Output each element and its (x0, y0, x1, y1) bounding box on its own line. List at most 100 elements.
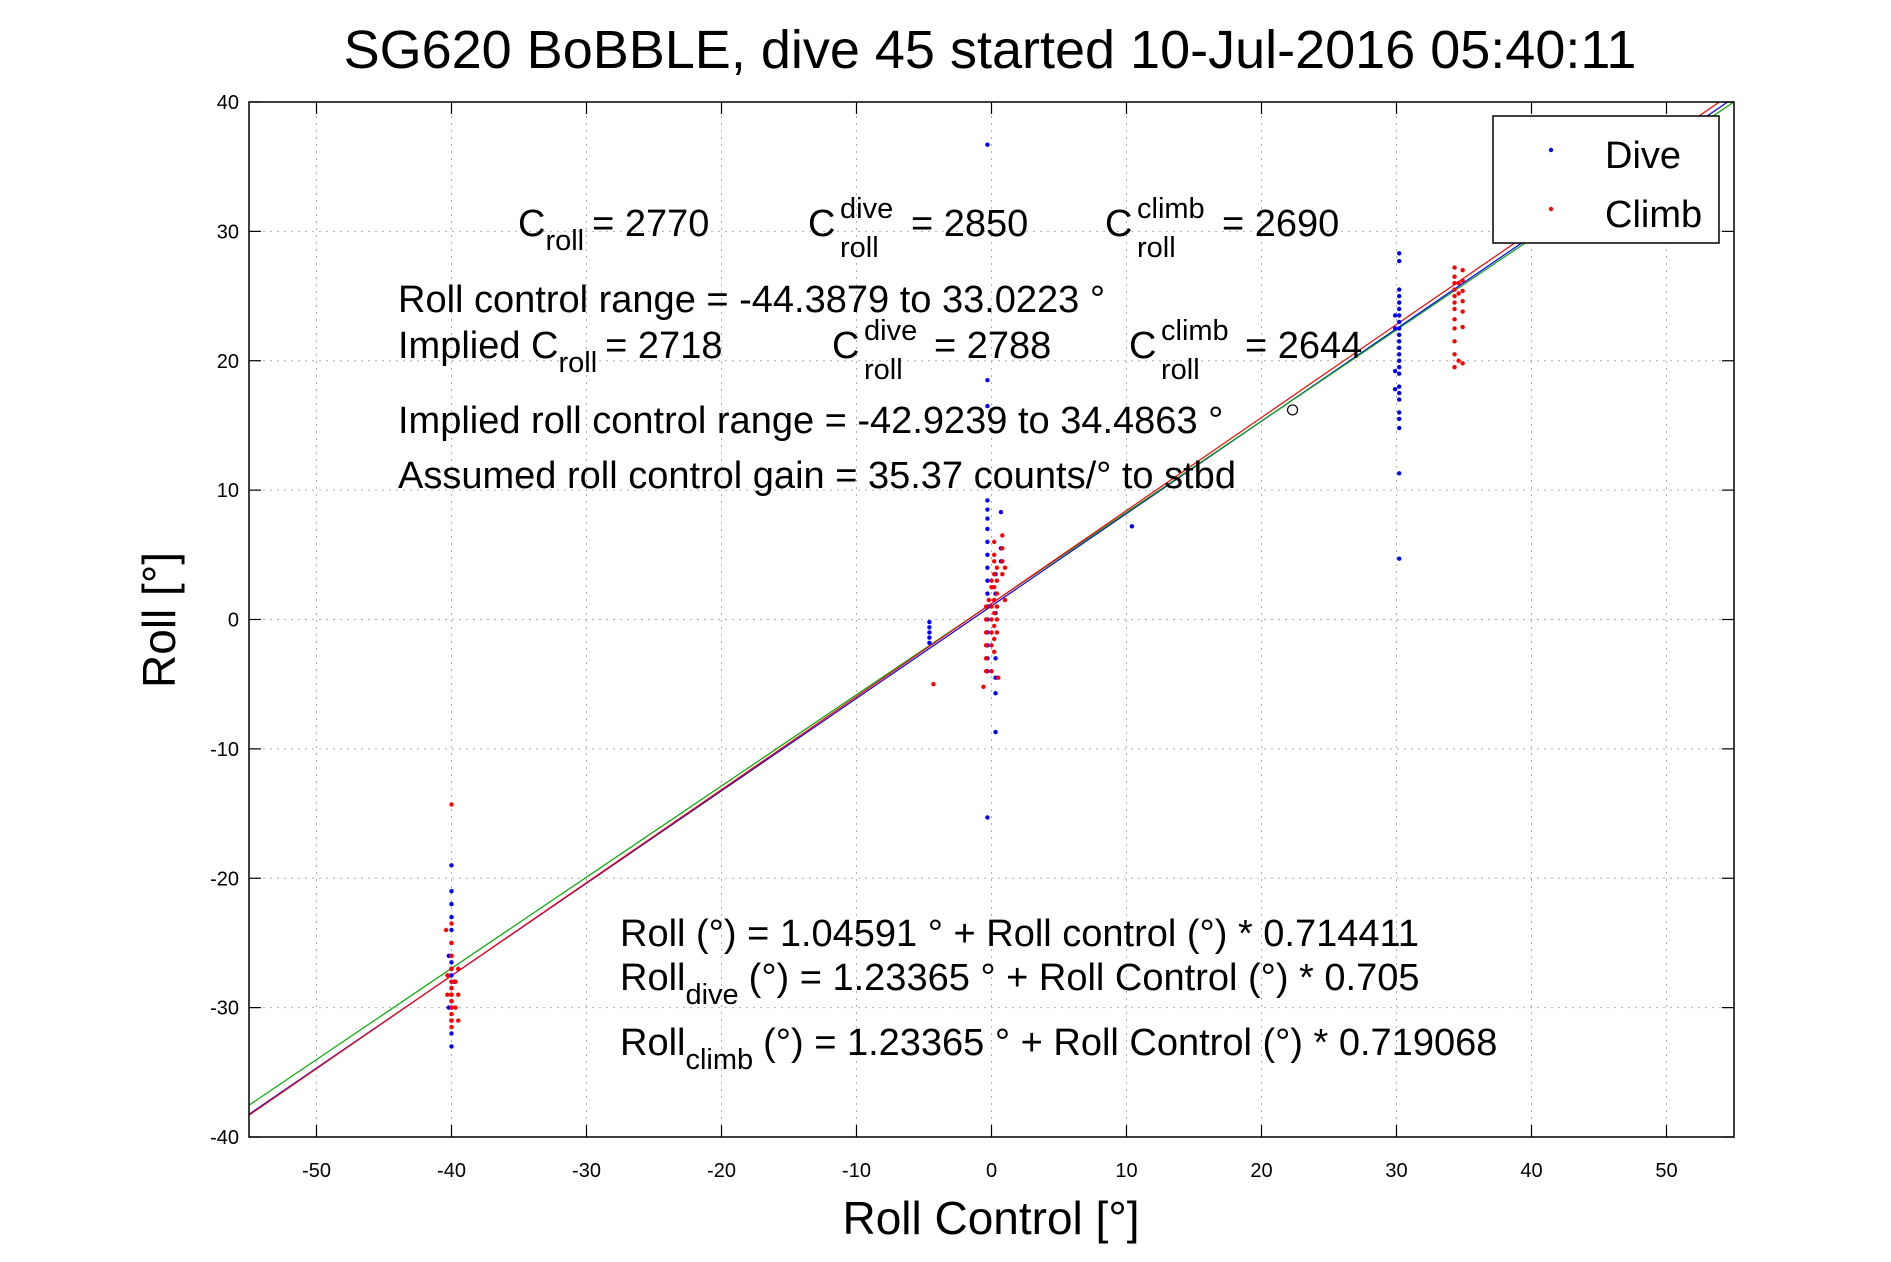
climb-point (992, 552, 997, 558)
dive-point (1397, 306, 1402, 312)
climb-point (445, 973, 450, 978)
dive-point (449, 960, 454, 965)
dive-point (927, 635, 932, 640)
dive-point (1397, 251, 1402, 256)
climb-point (996, 675, 1001, 680)
climb-point (931, 681, 936, 687)
dive-point (1397, 258, 1402, 264)
annotation-implied-c-roll-dive-sub: roll (864, 354, 903, 386)
dive-point (985, 815, 990, 820)
climb-point (1000, 572, 1005, 577)
x-tick-label: 10 (1115, 1160, 1137, 1182)
data-points (443, 142, 1465, 1049)
climb-point (1460, 324, 1465, 330)
annotation-c-roll: Croll = 2770 (518, 203, 709, 257)
climb-point (989, 617, 994, 622)
annotation-c-roll-climb: C (1105, 203, 1132, 245)
climb-point (449, 1018, 454, 1023)
annotation-c-roll-climb-sub: roll (1137, 232, 1176, 264)
dive-point (449, 1031, 454, 1036)
dive-point (1397, 293, 1402, 299)
dive-point (1397, 352, 1402, 357)
annotation-assumed-gain: Assumed roll control gain = 35.37 counts… (398, 455, 1236, 497)
dive-point (1397, 358, 1402, 363)
dive-point (985, 516, 990, 521)
dive-point (985, 539, 990, 545)
x-tick-label: -10 (842, 1160, 871, 1182)
x-tick-label: -20 (707, 1160, 736, 1182)
climb-point (449, 979, 454, 984)
climb-point (1000, 546, 1005, 551)
x-tick-label: 50 (1655, 1160, 1677, 1182)
dive-point (985, 526, 990, 532)
climb-point (456, 992, 461, 997)
y-tick-label: 30 (217, 221, 239, 243)
climb-point (1460, 309, 1465, 314)
climb-point (983, 604, 989, 609)
x-tick-label: 40 (1520, 1160, 1542, 1182)
dive-point (1397, 397, 1402, 402)
annotation-implied-c-roll-dive-value: = 2788 (934, 325, 1051, 367)
climb-point (989, 578, 994, 583)
y-tick-label: -40 (210, 1127, 239, 1149)
annotation-implied-c-roll-climb-sup: climb (1161, 315, 1229, 347)
annotation-implied-c-roll-climb: C (1129, 325, 1156, 367)
climb-point (992, 636, 997, 642)
x-tick-label: -30 (572, 1160, 601, 1182)
annotation-fit-dive: Rolldive (°) = 1.23365 ° + Roll Control (… (620, 957, 1419, 1011)
climb-point (989, 669, 994, 674)
dive-point (1397, 416, 1402, 422)
dive-point (1392, 368, 1398, 374)
climb-point (1452, 339, 1457, 344)
annotation-implied-c-roll-dive-sup: dive (864, 315, 917, 347)
climb-point (1452, 293, 1457, 299)
dive-point (449, 901, 454, 907)
climb-point (1460, 299, 1465, 304)
climb-point (994, 591, 1000, 596)
annotation-implied-range: Implied roll control range = -42.9239 to… (398, 400, 1223, 442)
annotation-c-roll-climb-sup: climb (1137, 193, 1205, 225)
dive-point (993, 656, 998, 661)
dive-point (985, 377, 990, 383)
dive-point (985, 591, 990, 596)
climb-point (1002, 565, 1008, 570)
dive-point (449, 1044, 454, 1049)
climb-point (989, 630, 994, 635)
annotation-roll-control-range: Roll control range = -44.3879 to 33.0223… (398, 279, 1105, 321)
axis-ticks: -50 -40 -30 -20 -10 0 10 20 30 40 50 -40 -30 -20 -10 0 1… (210, 92, 1734, 1182)
climb-point (453, 979, 458, 984)
climb-point (992, 584, 997, 590)
climb-point (1452, 287, 1457, 292)
dive-point (993, 729, 998, 735)
climb-point (992, 572, 997, 577)
y-tick-label: 40 (217, 92, 239, 114)
climb-point (1456, 280, 1461, 286)
y-tick-label: 0 (228, 610, 239, 632)
dive-point (1397, 425, 1402, 431)
climb-point (1000, 533, 1005, 538)
dive-point (1397, 345, 1402, 351)
annotation-c-roll-dive-value: = 2850 (911, 203, 1028, 245)
fit-line (248, 101, 1720, 1116)
legend-box (1492, 115, 1720, 244)
dive-point (998, 509, 1004, 515)
x-tick-label: 20 (1250, 1160, 1272, 1182)
climb-point (449, 802, 454, 807)
y-tick-label: -20 (210, 868, 239, 890)
climb-point (1452, 352, 1457, 357)
climb-point (986, 597, 991, 603)
climb-point (994, 565, 1000, 570)
climb-point (992, 623, 997, 629)
x-tick-label: -40 (437, 1160, 466, 1182)
annotation-c-roll-climb-value: = 2690 (1222, 203, 1339, 245)
dive-point (927, 640, 932, 645)
climb-point (456, 1018, 461, 1023)
climb-point (1000, 559, 1005, 564)
climb-point (1452, 317, 1457, 322)
dive-point (449, 914, 454, 920)
annotation-c-roll-dive: C (808, 203, 835, 245)
climb-point (992, 649, 997, 655)
climb-point (453, 1005, 458, 1010)
climb-point (992, 539, 997, 545)
dive-point (927, 619, 932, 625)
